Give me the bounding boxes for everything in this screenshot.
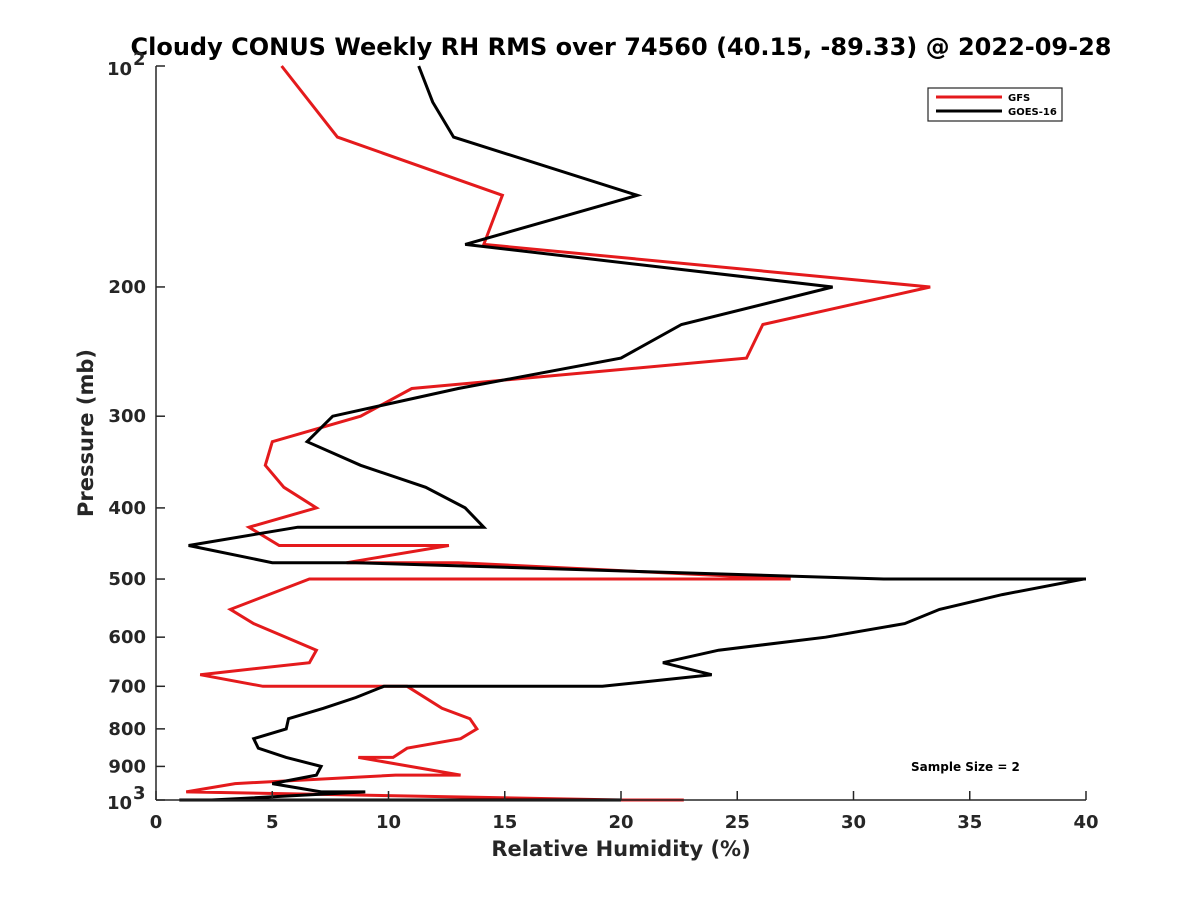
axes: 0 5 10 15 20 25 30 35 40 200 300 400 500 600 700 800 900… — [107, 49, 1099, 833]
y-tick-label: 300 — [108, 406, 146, 427]
y-tick-label: 700 — [108, 676, 146, 697]
y-axis-label: Pressure (mb) — [74, 349, 98, 517]
plot-lines — [179, 65, 1086, 802]
x-tick-label: 40 — [1073, 812, 1098, 833]
series-line-goes-16 — [179, 65, 1086, 802]
legend-label: GFS — [1008, 93, 1030, 104]
y-tick-label: 600 — [108, 627, 146, 648]
y-tick-label: 500 — [108, 569, 146, 590]
y-tick-label-power: 10 — [107, 59, 132, 80]
series-line-gfs — [185, 65, 931, 802]
x-tick-label: 25 — [725, 812, 750, 833]
y-tick-label-power: 10 — [107, 793, 132, 814]
legend: GFS GOES-16 — [927, 87, 1063, 122]
y-tick-label: 400 — [108, 498, 146, 519]
x-tick-label: 0 — [150, 812, 163, 833]
y-tick-label: 900 — [108, 756, 146, 777]
legend-label: GOES-16 — [1008, 107, 1057, 118]
x-tick-label: 30 — [841, 812, 866, 833]
x-tick-label: 35 — [957, 812, 982, 833]
x-axis-label: Relative Humidity (%) — [491, 837, 750, 861]
sample-size-annotation: Sample Size = 2 — [911, 760, 1020, 774]
y-tick-label-exponent: 2 — [133, 49, 146, 70]
y-tick-label: 800 — [108, 719, 146, 740]
x-tick-label: 15 — [492, 812, 517, 833]
x-tick-label: 10 — [376, 812, 401, 833]
x-tick-label: 5 — [266, 812, 279, 833]
chart-title: Cloudy CONUS Weekly RH RMS over 74560 (4… — [131, 33, 1112, 61]
y-tick-label-exponent: 3 — [133, 783, 146, 804]
y-tick-label: 200 — [108, 277, 146, 298]
x-tick-label: 20 — [608, 812, 633, 833]
legend-box — [927, 87, 1063, 122]
